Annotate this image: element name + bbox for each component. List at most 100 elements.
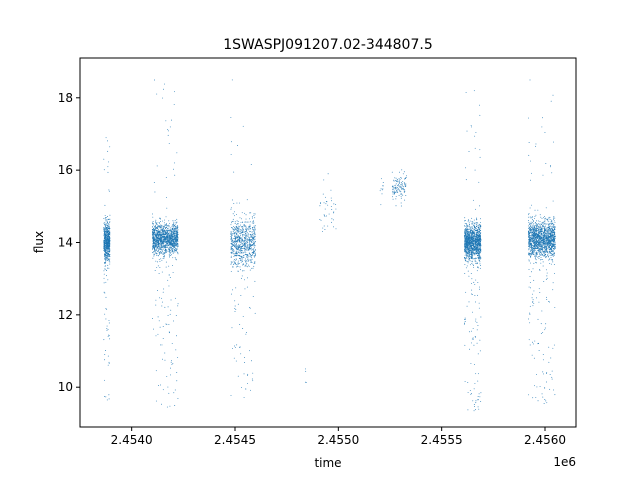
data-point bbox=[236, 253, 237, 255]
data-point bbox=[243, 243, 245, 245]
data-point bbox=[173, 232, 175, 234]
data-point bbox=[172, 229, 173, 231]
data-point bbox=[166, 406, 168, 408]
data-point bbox=[242, 263, 244, 265]
data-point bbox=[231, 234, 233, 236]
data-point bbox=[467, 260, 469, 262]
data-point bbox=[109, 218, 111, 220]
data-point bbox=[156, 238, 158, 240]
data-point bbox=[170, 299, 172, 301]
data-point bbox=[248, 244, 250, 245]
data-point bbox=[475, 241, 477, 243]
data-point bbox=[108, 253, 110, 255]
data-point bbox=[156, 253, 158, 255]
data-point bbox=[475, 246, 476, 247]
data-point bbox=[153, 254, 155, 256]
data-point bbox=[166, 236, 167, 238]
data-point bbox=[251, 231, 253, 233]
data-point bbox=[166, 249, 168, 251]
data-point bbox=[105, 281, 107, 283]
data-point bbox=[477, 224, 479, 226]
data-point bbox=[253, 213, 255, 215]
data-point bbox=[168, 225, 170, 226]
data-point bbox=[247, 255, 249, 257]
data-point bbox=[322, 227, 324, 229]
data-point bbox=[170, 254, 172, 256]
data-point bbox=[177, 397, 179, 399]
data-point bbox=[476, 228, 478, 230]
data-point bbox=[477, 230, 479, 232]
data-point bbox=[231, 243, 233, 245]
data-point bbox=[169, 249, 170, 251]
data-point bbox=[104, 257, 106, 259]
data-point bbox=[177, 305, 179, 307]
data-point bbox=[169, 126, 171, 128]
data-point bbox=[247, 260, 249, 262]
data-point bbox=[164, 247, 166, 248]
data-point bbox=[466, 247, 468, 249]
data-point bbox=[236, 245, 238, 247]
data-point bbox=[245, 245, 247, 247]
data-point bbox=[246, 221, 248, 223]
data-point bbox=[151, 222, 153, 224]
data-point bbox=[175, 349, 177, 351]
data-point bbox=[234, 345, 236, 347]
data-point bbox=[465, 230, 467, 232]
data-point bbox=[254, 228, 256, 230]
data-point bbox=[396, 181, 398, 182]
data-point bbox=[248, 239, 249, 241]
data-point bbox=[399, 181, 401, 183]
data-point bbox=[252, 238, 254, 240]
data-point bbox=[165, 238, 166, 240]
data-point bbox=[109, 146, 111, 148]
data-point bbox=[244, 234, 246, 236]
data-point bbox=[472, 229, 474, 231]
data-point bbox=[246, 230, 247, 232]
data-point bbox=[249, 248, 251, 250]
data-point bbox=[158, 222, 160, 224]
data-point bbox=[166, 237, 168, 239]
data-point bbox=[156, 242, 158, 244]
data-point bbox=[533, 290, 535, 292]
data-point bbox=[464, 223, 466, 225]
data-point bbox=[173, 244, 174, 246]
data-point bbox=[231, 251, 233, 253]
data-point bbox=[235, 263, 236, 264]
data-point bbox=[472, 227, 474, 229]
data-point bbox=[236, 248, 238, 250]
data-point bbox=[158, 273, 160, 275]
data-point bbox=[468, 275, 470, 277]
data-point bbox=[474, 254, 476, 256]
data-point bbox=[245, 218, 247, 220]
data-point bbox=[171, 238, 172, 239]
data-point bbox=[476, 244, 478, 246]
data-point bbox=[235, 233, 237, 235]
data-point bbox=[154, 231, 156, 233]
data-point bbox=[472, 233, 474, 235]
data-point bbox=[231, 199, 233, 201]
data-point bbox=[107, 238, 109, 240]
data-point bbox=[477, 325, 479, 327]
data-point bbox=[391, 171, 393, 173]
data-point bbox=[234, 229, 236, 231]
data-point bbox=[230, 232, 232, 234]
data-point bbox=[251, 241, 253, 243]
data-point bbox=[166, 241, 167, 243]
data-point bbox=[161, 403, 162, 405]
data-point bbox=[238, 246, 240, 247]
data-point bbox=[159, 266, 161, 268]
observation-season-1 bbox=[103, 137, 111, 401]
data-point bbox=[159, 245, 161, 247]
data-point bbox=[153, 182, 155, 184]
data-point bbox=[472, 199, 474, 201]
data-point bbox=[474, 147, 476, 149]
data-point bbox=[163, 255, 165, 257]
data-point bbox=[237, 265, 239, 267]
data-point bbox=[104, 217, 106, 219]
data-point bbox=[320, 219, 322, 221]
data-point bbox=[108, 234, 110, 236]
data-point bbox=[477, 253, 479, 255]
data-point bbox=[465, 179, 467, 181]
data-point bbox=[163, 225, 165, 227]
data-point bbox=[470, 126, 472, 128]
